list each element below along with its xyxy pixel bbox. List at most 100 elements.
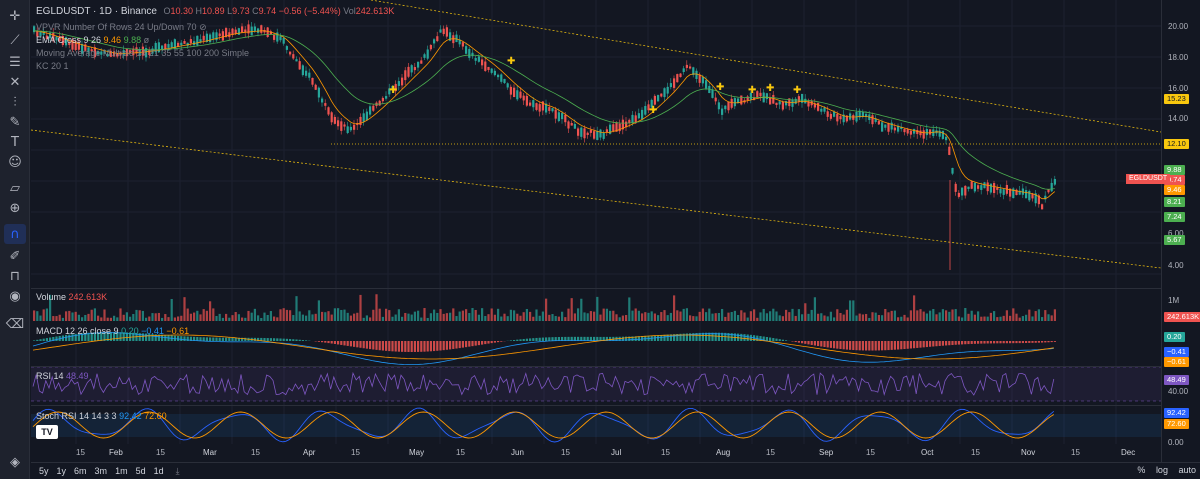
volume-bar	[708, 308, 711, 321]
lock-icon[interactable]: ⊓	[9, 268, 21, 284]
macd-hist-bar	[433, 341, 436, 352]
emoji-icon[interactable]: ☺	[8, 154, 22, 170]
candle-body	[753, 97, 756, 100]
volume-bar	[61, 317, 64, 321]
macd-hist-bar	[157, 334, 160, 341]
magnet-icon[interactable]: ∩	[4, 224, 26, 244]
candle-body	[439, 29, 442, 33]
range-1m-button[interactable]: 1m	[115, 466, 128, 476]
candle-body	[90, 49, 93, 52]
pane-separator[interactable]	[31, 288, 1200, 289]
chart-area[interactable]: ✚ ✚ ✚ ✚ ✚ ✚ ✚	[31, 0, 1161, 462]
time-axis[interactable]: 15 Feb 15 Mar 15 Apr 15 May 15 Jun 15 Jul 15 Aug 15 Sep…	[31, 444, 1161, 462]
volume-bar	[497, 308, 500, 321]
log-toggle[interactable]: log	[1155, 465, 1168, 475]
price-axis[interactable]: 20.00 18.00 16.00 14.00 6.00 4.00 15.23 …	[1161, 0, 1200, 462]
range-1d-button[interactable]: 1d	[153, 466, 164, 476]
rsi-label: RSI 14	[36, 371, 64, 381]
volume-bar	[301, 314, 304, 321]
macd-hist-bar	[778, 339, 781, 341]
candle-body	[519, 91, 522, 98]
volume-bar	[612, 310, 615, 321]
stoch-legend[interactable]: Stoch RSI 14 14 3 3 92.42 72.60	[36, 411, 167, 421]
volume-bar	[596, 296, 599, 321]
macd-hist-bar	[439, 341, 442, 351]
brush-icon[interactable]: ✎	[9, 114, 21, 130]
zoom-icon[interactable]: ⊕	[9, 200, 21, 216]
range-3m-button[interactable]: 3m	[94, 466, 108, 476]
vpvr-legend[interactable]: VPVR Number Of Rows 24 Up/Down 70 ⊘	[36, 22, 207, 33]
pane-separator[interactable]	[31, 366, 1200, 367]
candle-body	[337, 120, 340, 127]
range-1y-button[interactable]: 1y	[56, 466, 67, 476]
lock-drawing-icon[interactable]: ✐	[9, 248, 21, 264]
auto-toggle[interactable]: auto	[1178, 465, 1196, 475]
macd-signal-line	[32, 334, 1054, 360]
macd-hist-bar	[570, 336, 573, 341]
candle-body	[81, 44, 84, 54]
volume-bar	[250, 312, 253, 321]
volume-bar	[577, 308, 580, 321]
macd-hist-bar	[388, 341, 391, 352]
chart-canvas[interactable]: ✚ ✚ ✚ ✚ ✚ ✚ ✚	[31, 0, 1161, 462]
volume-bar	[913, 295, 916, 321]
pane-separator[interactable]	[31, 405, 1200, 406]
price-tick: 4.00	[1168, 261, 1184, 270]
candle-body	[769, 97, 772, 105]
macd-hist-bar	[634, 336, 637, 341]
candle-body	[897, 125, 900, 132]
macd-hist-bar	[602, 336, 605, 341]
fib-icon[interactable]: ☰	[9, 54, 21, 70]
candle-body	[721, 108, 724, 115]
candle-body	[292, 54, 295, 59]
trash-icon[interactable]: ⌫	[5, 316, 25, 332]
macd-hist-bar	[330, 341, 333, 344]
volume-bar	[769, 311, 772, 321]
candle-body	[61, 35, 64, 46]
macd-hist-bar	[125, 332, 128, 341]
trend-line-icon[interactable]: ⟋	[10, 32, 20, 48]
crosshair-icon[interactable]: ✛	[9, 8, 21, 24]
text-icon[interactable]: T	[11, 134, 19, 150]
ruler-icon[interactable]: ▱	[10, 180, 20, 196]
candle-body	[343, 124, 346, 127]
prediction-icon[interactable]: ⫶	[13, 94, 17, 110]
volume-bar	[564, 317, 567, 321]
volume-bar	[55, 316, 58, 321]
price-badge: 7.24	[1164, 212, 1185, 222]
candle-body	[893, 127, 896, 131]
range-5y-button[interactable]: 5y	[39, 466, 49, 476]
mam-legend[interactable]: Moving Average Multiple 14 21 35 55 100 …	[36, 48, 249, 58]
candle-body	[900, 126, 903, 129]
volume-legend[interactable]: Volume 242.613K	[36, 292, 107, 302]
pattern-icon[interactable]: ✕	[9, 74, 21, 90]
range-6m-button[interactable]: 6m	[74, 466, 87, 476]
candle-body	[532, 100, 535, 108]
macd-legend[interactable]: MACD 12 26 close 9 0.20 −0.41 −0.61	[36, 326, 189, 336]
goto-date-icon[interactable]: ⤓	[175, 465, 180, 476]
ema-legend[interactable]: EMA Cross 9 26 9.46 9.88 ø	[36, 35, 149, 45]
macd-hist-bar	[689, 333, 692, 341]
candle-body	[164, 43, 167, 50]
ohlc-volume: 242.613K	[355, 6, 395, 16]
tradingview-logo[interactable]: TV	[36, 425, 58, 439]
range-5d-button[interactable]: 5d	[135, 466, 146, 476]
rsi-legend[interactable]: RSI 14 48.49	[36, 371, 89, 381]
volume-bar	[532, 316, 535, 321]
macd-hist-bar	[833, 341, 836, 349]
eye-off-icon[interactable]: ⊘	[199, 22, 207, 32]
symbol-title[interactable]: EGLDUSDT · 1D · Binance	[36, 6, 157, 17]
macd-hist-bar	[1031, 341, 1034, 343]
candle-body	[906, 129, 909, 134]
macd-hist-bar	[365, 341, 368, 349]
candle-body	[404, 70, 407, 81]
volume-bar	[929, 310, 932, 321]
percent-toggle[interactable]: %	[1137, 465, 1146, 475]
layers-icon[interactable]: ◈	[10, 454, 20, 470]
macd-hist-bar	[465, 341, 468, 348]
kc-legend[interactable]: KC 20 1	[36, 61, 69, 71]
candle-body	[730, 98, 733, 108]
candle-body	[618, 123, 621, 132]
eye-icon[interactable]: ◉	[9, 288, 21, 304]
macd-hist-bar	[74, 333, 77, 341]
